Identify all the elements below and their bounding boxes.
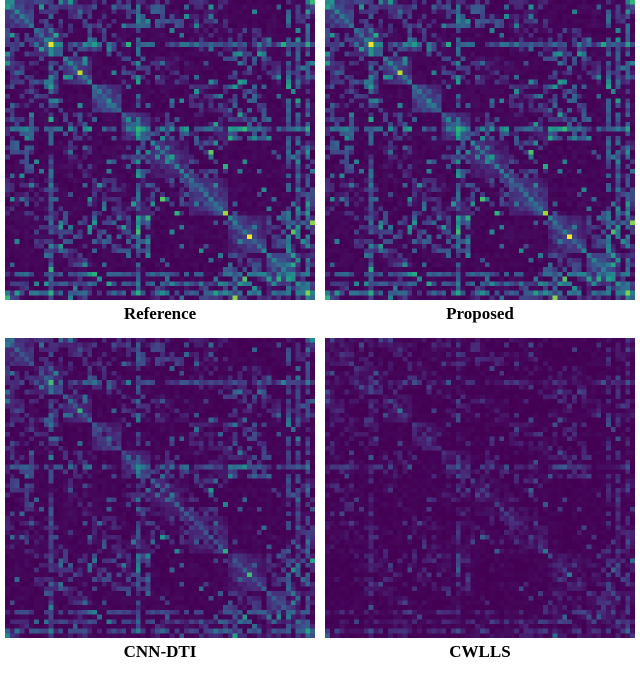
heatmap-cnn-dti <box>5 338 315 638</box>
caption-cnn-dti: CNN-DTI <box>124 638 197 676</box>
caption-proposed: Proposed <box>446 300 514 338</box>
panel-reference: Reference <box>0 0 320 338</box>
caption-cwlls: CWLLS <box>449 638 510 676</box>
heatmap-proposed <box>325 0 635 300</box>
heatmap-comparison-grid: Reference Proposed CNN-DTI CWLLS <box>0 0 640 676</box>
heatmap-reference <box>5 0 315 300</box>
caption-reference: Reference <box>124 300 196 338</box>
panel-proposed: Proposed <box>320 0 640 338</box>
panel-cwlls: CWLLS <box>320 338 640 676</box>
heatmap-cwlls <box>325 338 635 638</box>
panel-cnn-dti: CNN-DTI <box>0 338 320 676</box>
